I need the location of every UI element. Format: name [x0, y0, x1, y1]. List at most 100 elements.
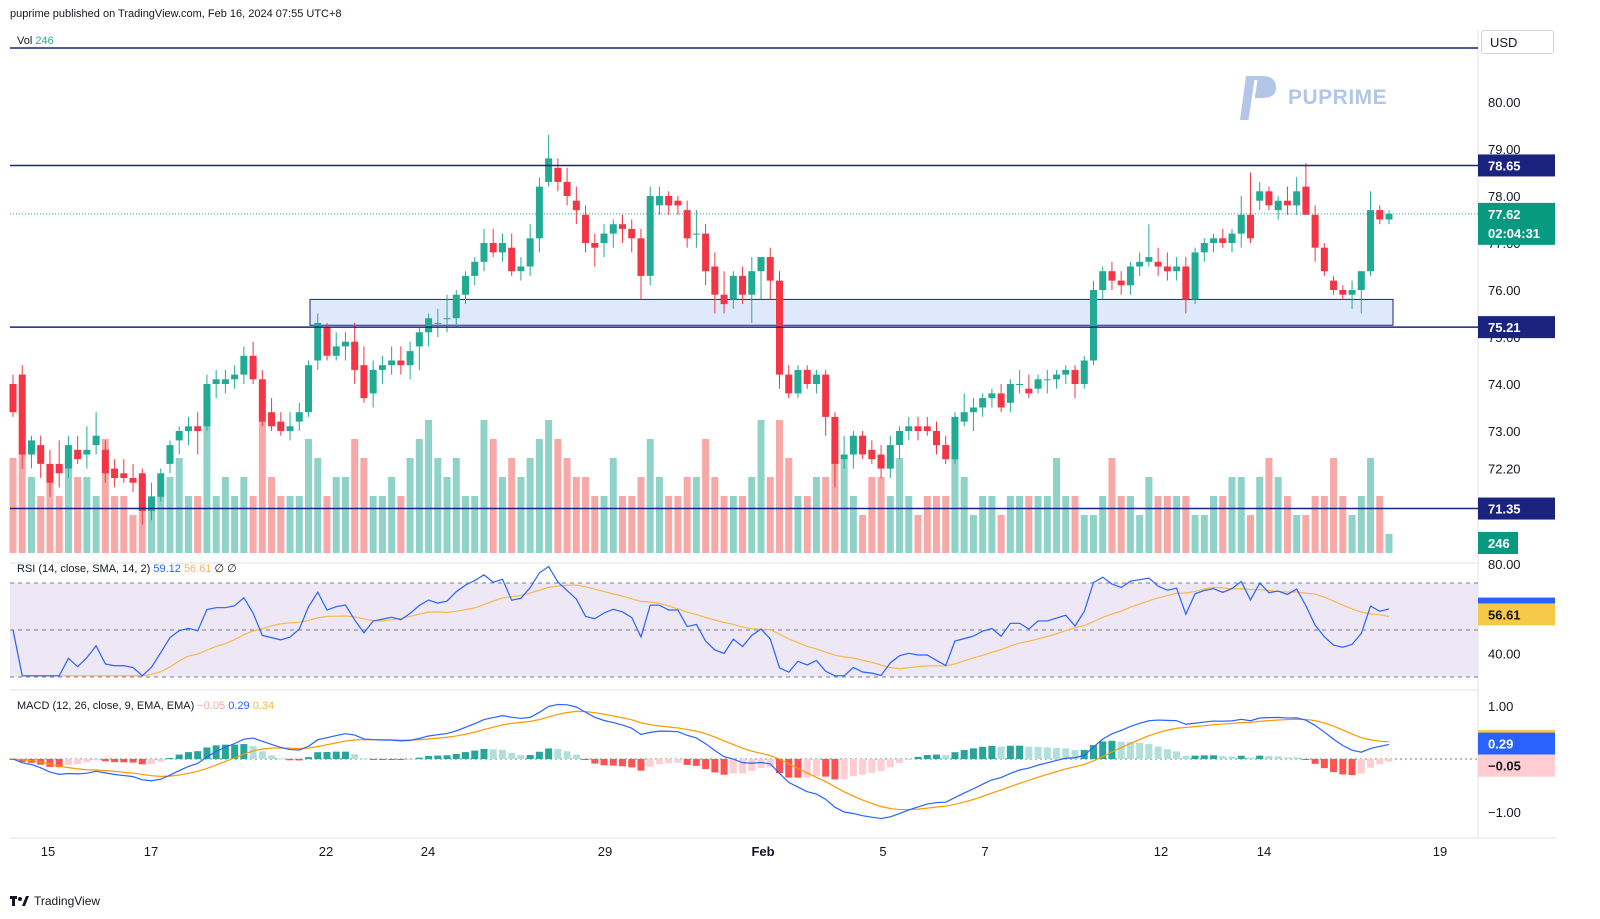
candle-body	[1034, 379, 1042, 389]
volume-bar	[369, 496, 377, 553]
candle-body	[92, 435, 100, 446]
last-price-box	[1478, 202, 1555, 245]
macd-histogram-bar	[138, 759, 146, 765]
candle-body	[1348, 290, 1356, 295]
candle-body	[1330, 280, 1338, 290]
volume-bar	[896, 458, 904, 553]
candle-body	[914, 426, 922, 431]
volume-bar	[619, 496, 627, 553]
volume-bar	[120, 496, 128, 553]
price-labels: 78.6575.2171.3577.6202:04:3124659.1256.6…	[1478, 154, 1555, 777]
support-zone-rect	[309, 298, 1394, 326]
volume-bar	[702, 439, 710, 553]
macd-histogram-bar	[434, 755, 442, 759]
support-zone	[309, 298, 1394, 326]
candle-body	[535, 186, 543, 239]
macd-histogram-bar	[295, 759, 303, 761]
macd-histogram-bar	[83, 759, 91, 763]
volume-bar	[1219, 496, 1227, 553]
macd-histogram-bar	[923, 754, 931, 759]
grid	[10, 30, 1556, 839]
volume-bar	[711, 477, 719, 553]
macd-histogram-bar	[739, 759, 747, 774]
candle-body	[415, 332, 423, 347]
macd-histogram-bar	[766, 759, 774, 768]
candle-body	[969, 407, 977, 413]
price-label-text: 71.35	[1488, 502, 1521, 517]
candle-body	[305, 365, 313, 413]
volume-bar	[1246, 515, 1254, 553]
candle-body	[1302, 186, 1310, 215]
volume-bar	[175, 458, 183, 553]
candle-body	[323, 327, 331, 356]
macd-histogram-bar	[221, 744, 229, 759]
macd-histogram-bar	[471, 750, 479, 759]
macd-value-text: 0.29	[1488, 737, 1513, 752]
volume-bar	[822, 477, 830, 553]
candle-body	[794, 369, 802, 394]
candle-body	[739, 275, 747, 295]
currency-selector[interactable]: USD	[1481, 30, 1554, 54]
candle-body	[332, 346, 340, 356]
candle-body	[609, 224, 617, 234]
candle-body	[554, 167, 562, 182]
price-tick-label: 72.20	[1488, 462, 1521, 477]
macd-histogram-bar	[341, 751, 349, 759]
candle-body	[184, 426, 192, 431]
price-label-text: 78.65	[1488, 158, 1521, 173]
macd-histogram-bar	[452, 753, 460, 759]
volume-bar	[1099, 496, 1107, 553]
volume-bar	[582, 477, 590, 553]
volume-legend: Vol 246	[17, 35, 54, 47]
candle-body	[1283, 200, 1291, 206]
volume-bar	[859, 515, 867, 553]
macd-histogram-bar	[1339, 759, 1347, 775]
volume-bar	[692, 477, 700, 553]
legend-part: Vol	[17, 35, 35, 47]
candle-body	[1108, 271, 1116, 281]
macd-histogram-bar	[1283, 757, 1291, 759]
candle-body	[849, 435, 857, 455]
legend-part: 59.12	[153, 563, 184, 575]
candle-body	[369, 369, 377, 394]
candle-body	[591, 243, 599, 248]
countdown-text: 02:04:31	[1488, 226, 1540, 241]
macd-histogram-bar	[55, 759, 63, 768]
volume-bar	[1320, 496, 1328, 553]
rsi-legend: RSI (14, close, SMA, 14, 2) 59.12 56.61 …	[17, 563, 237, 575]
volume-bar	[452, 458, 460, 553]
candle-body	[1173, 266, 1181, 272]
legend-part: 246	[35, 35, 53, 47]
price-tick-label: 80.00	[1488, 95, 1521, 110]
macd-histogram-bar	[175, 754, 183, 759]
volume-bar	[157, 496, 165, 553]
candle-body	[489, 243, 497, 253]
candle-body	[397, 360, 405, 366]
candle-body	[443, 318, 451, 320]
macd-histogram-bar	[351, 754, 359, 759]
candle-body	[286, 426, 294, 431]
volume-bar	[443, 477, 451, 553]
macd-histogram-bar	[1274, 756, 1282, 759]
volume-bar	[868, 477, 876, 553]
volume-bar	[221, 477, 229, 553]
price-tick-label: 74.00	[1488, 377, 1521, 392]
volume-bar	[508, 458, 516, 553]
volume-bar	[535, 439, 543, 553]
volume-bar	[1293, 515, 1301, 553]
volume-bar	[111, 496, 119, 553]
candle-body	[637, 238, 645, 276]
tradingview-footer[interactable]: TradingView	[10, 894, 100, 908]
volume-bar	[1145, 477, 1153, 553]
macd-histogram-bar	[1117, 741, 1125, 759]
candle-body	[1219, 238, 1227, 243]
macd-histogram-bar	[1293, 757, 1301, 759]
volume-bar	[240, 477, 248, 553]
candle-body	[360, 365, 368, 399]
volume-bar	[803, 496, 811, 553]
volume-bar	[64, 458, 72, 553]
candle-body	[111, 468, 119, 478]
macd-histogram-bar	[369, 759, 377, 760]
price-label-box	[1478, 316, 1555, 339]
